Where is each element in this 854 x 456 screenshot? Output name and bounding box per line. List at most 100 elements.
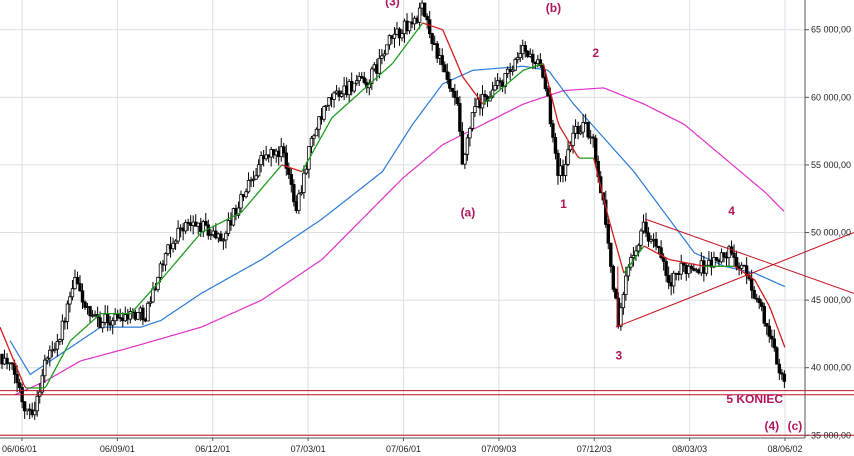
candle-body [327,97,331,106]
ma-short-segment [552,103,557,113]
candle-body [287,167,291,175]
ma-short-segment [70,338,73,342]
ma-short-segment [331,115,335,119]
medium-moving-average [9,65,786,376]
candle-body [78,283,82,292]
ma-short-segment [651,249,655,253]
ma-short-segment [667,258,671,261]
ma-short-segment [349,99,353,102]
ma-short-segment [311,149,315,154]
ma-short-segment [643,245,647,248]
candle-body [58,339,62,342]
ma-short-segment [74,334,77,338]
candle-body [68,296,72,305]
ma-short-segment [613,236,617,245]
ma-short-segment [393,57,397,62]
ma-short-segment [403,44,408,48]
candle-body [538,59,543,66]
ma-short-segment [615,244,619,252]
ma-short-segment [422,22,425,25]
ma-short-segment [47,378,51,383]
ma-short-segment [492,93,496,97]
ma-short-segment [568,142,573,147]
ma-short-segment [560,129,565,134]
candle-body [553,137,558,154]
candle-body [100,322,105,329]
ma-short-segment [570,146,575,151]
ma-short-segment [339,108,343,111]
ma-short-segment [440,28,443,31]
candle-body [382,53,387,57]
ma-short-segment [577,155,581,159]
ma-short-segment [420,22,424,27]
ma-short-segment [450,48,454,54]
candle-body [427,19,432,35]
ma-short-segment [84,325,87,329]
ma-short-segment [172,262,176,267]
candle-body [518,53,522,59]
ma-short-segment [514,74,518,78]
ma-short-segment [363,86,367,90]
ma-short-segment [90,320,94,324]
ma-short-segment [416,28,420,32]
ma-short-segment [758,286,762,291]
ma-short-segment [333,113,337,117]
ma-short-segment [63,347,67,353]
x-tick-label: 07/12/03 [577,444,612,454]
candle-body [289,174,294,185]
ma-short-segment [657,253,661,256]
ma-short-segment [498,88,502,92]
ma-short-segment [464,79,468,83]
ma-short-segment [375,75,379,79]
ma-short-segment [86,323,89,327]
candle-body [183,222,188,232]
ma-short-segment [558,125,563,130]
ma-short-segment [442,29,446,35]
candle-body [380,55,384,59]
candle-body [40,375,44,393]
wave-labels: (3) (b) 2 (a) 1 4 3 5 KONIEC (4) (c) [385,0,802,433]
ma-short-segment [287,166,291,169]
ma-short-segment [7,346,11,352]
candle-body [35,395,39,412]
candle-body [734,257,739,268]
ma-short-segment [629,261,633,266]
ma-short-segment [554,112,559,121]
ma-short-segment [556,120,561,127]
candle-body [407,21,412,32]
ma-short-segment [772,314,776,321]
candle-body [526,50,530,57]
ma-short-segment [627,264,631,269]
ma-short-segment [297,169,301,172]
ma-short-segment [776,325,780,332]
ma-short-segment [309,153,313,158]
ma-short-segment [182,251,186,255]
candle-body [392,33,397,39]
y-tick-label: 40 000,00 [811,363,851,373]
candle-body [453,90,457,98]
ma-short-segment [649,248,653,251]
candle-body [299,192,304,195]
ma-short-segment [633,256,637,260]
ma-short-segment [15,365,19,372]
ma-short-segment [631,259,635,263]
ma-short-segment [211,225,214,229]
ma-short-segment [283,164,286,167]
candle-body [360,76,364,79]
candle-body [45,357,49,361]
ma-short-segment [768,304,772,310]
ma-short-segment [209,226,212,230]
candle-body [543,76,548,89]
candle-body [463,153,467,165]
candle-body [571,132,575,146]
candle-body [219,233,223,242]
ma-short-segment [67,340,72,345]
candle-body [136,312,140,320]
ma-short-segment [275,169,279,173]
ma-medium-line [9,65,786,376]
ma-short-segment [225,218,228,221]
candle-body [83,301,87,308]
x-tick-label: 08/03/03 [672,444,707,454]
